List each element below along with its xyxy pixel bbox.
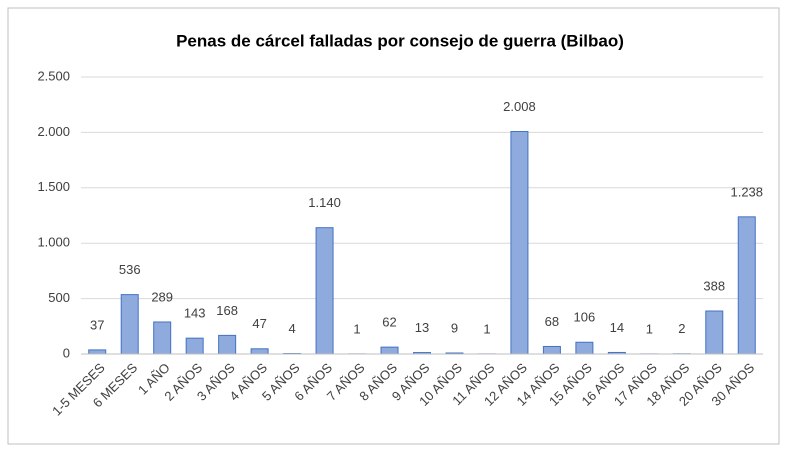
- bar: [705, 310, 724, 355]
- data-label: 37: [90, 317, 104, 332]
- data-label: 68: [545, 314, 559, 329]
- bar: [380, 346, 399, 355]
- data-label: 289: [151, 289, 173, 304]
- data-label: 4: [288, 321, 295, 336]
- data-label: 1: [353, 321, 360, 336]
- bar: [575, 341, 594, 355]
- data-label: 2: [678, 321, 685, 336]
- bar: [250, 348, 269, 355]
- y-tick-label: 1.500: [37, 179, 70, 194]
- y-tick-label: 500: [48, 290, 70, 305]
- bar: [542, 345, 561, 355]
- y-tick-label: 0: [63, 345, 70, 360]
- bar: [88, 349, 107, 355]
- data-label: 2.008: [503, 99, 536, 114]
- data-label: 388: [703, 278, 725, 293]
- y-tick-label: 1.000: [37, 235, 70, 250]
- bar: [510, 131, 529, 355]
- bar: [185, 337, 204, 355]
- data-label: 1.238: [730, 184, 763, 199]
- data-label: 14: [610, 320, 624, 335]
- data-label: 168: [216, 303, 238, 318]
- data-label: 9: [451, 320, 458, 335]
- data-label: 1: [646, 321, 653, 336]
- y-tick-label: 2.500: [37, 68, 70, 83]
- data-label: 13: [415, 320, 429, 335]
- data-label: 536: [119, 262, 141, 277]
- bar: [315, 227, 334, 355]
- chart-title: Penas de cárcel falladas por consejo de …: [176, 31, 624, 50]
- bar: [120, 294, 139, 355]
- data-label: 1.140: [308, 195, 341, 210]
- bar: [737, 216, 756, 355]
- y-tick-label: 2.000: [37, 124, 70, 139]
- data-label: 1: [483, 321, 490, 336]
- data-label: 143: [184, 306, 206, 321]
- bar: [153, 321, 172, 355]
- data-label: 62: [382, 315, 396, 330]
- data-label: 106: [574, 310, 596, 325]
- data-label: 47: [252, 316, 266, 331]
- chart-frame: [7, 7, 780, 445]
- bar: [218, 334, 237, 355]
